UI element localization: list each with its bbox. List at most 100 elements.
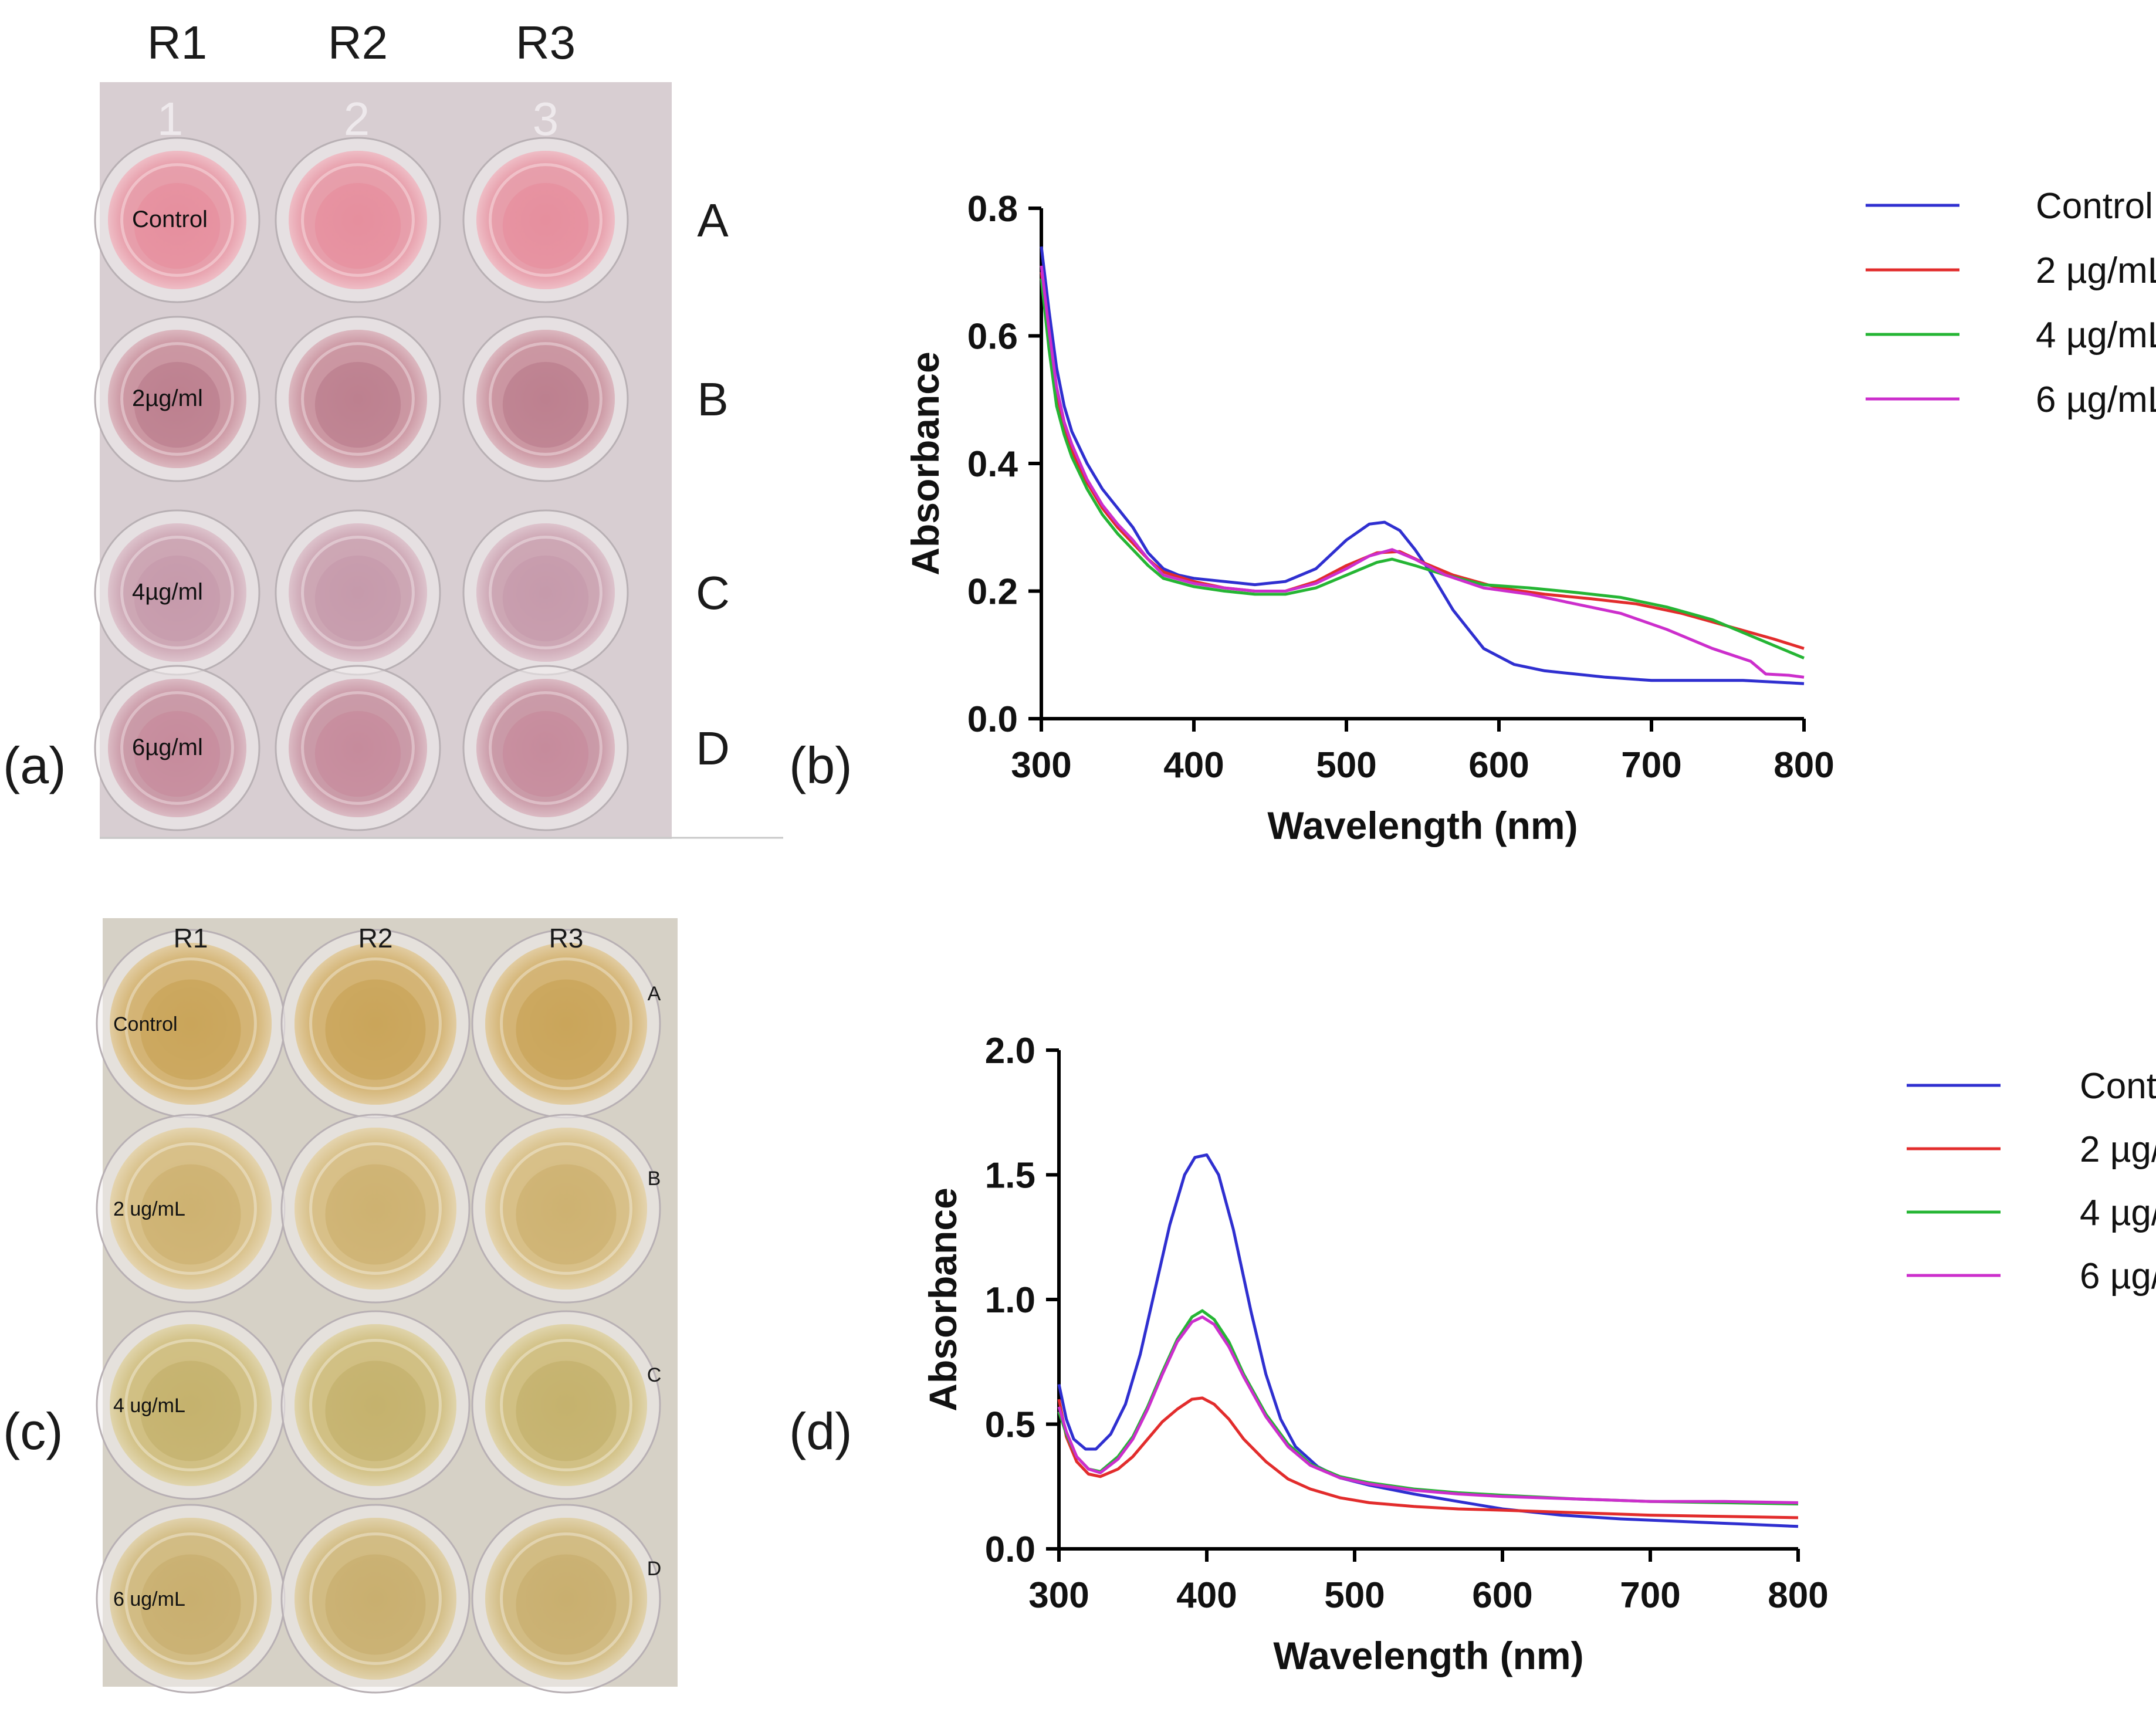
well-highlight-B-3 [485, 1128, 647, 1290]
chart-b-series-line-1 [1040, 246, 1805, 685]
chart-b-series-line-2 [1040, 272, 1805, 650]
chart-d-x-tick-label: 300 [1028, 1575, 1089, 1616]
row-label-B: B [648, 1167, 661, 1190]
well-highlight-B-1 [110, 1128, 272, 1290]
well-highlight-D-2 [289, 679, 427, 817]
well-highlight-D-3 [476, 679, 615, 817]
chart-d-y-tick-label: 1.0 [985, 1280, 1035, 1321]
well-highlight-B-2 [289, 330, 427, 468]
well-label-B: 2µg/ml [132, 385, 203, 411]
well-highlight-A-2 [289, 151, 427, 289]
row-label-A: A [648, 983, 661, 1005]
column-header-R1: R1 [147, 16, 207, 69]
well-highlight-C-2 [295, 1324, 456, 1486]
chart-b-series-line-3 [1040, 278, 1805, 660]
chart-b-y-tick-label: 0.8 [967, 189, 1018, 229]
well-highlight-C-3 [476, 523, 615, 662]
plate-c-column-headers: R1 R2 R3 [174, 923, 584, 953]
chart-d-y-tick-label: 0.0 [985, 1529, 1035, 1570]
chart-b-legend-entry-2: 2 µg/mL [2036, 251, 2156, 291]
row-label-B: B [697, 373, 728, 425]
well-highlight-B-1 [108, 330, 246, 468]
chart-d-series-line-4 [1057, 1315, 1799, 1504]
chart-b-series-line-4 [1040, 265, 1805, 679]
chart-d-y-axis-label: Absorbance [921, 1187, 964, 1411]
chart-b-legend-entry-1: Control [2036, 186, 2153, 226]
column-header-R1: R1 [174, 923, 208, 953]
chart-b-x-tick-label: 700 [1621, 745, 1681, 786]
plate-c-wells: Control 2 ug/mL 4 ug/mL 6 ug/mL [96, 929, 661, 1694]
well-highlight-C-2 [289, 523, 427, 662]
well-label-C: 4 ug/mL [113, 1395, 185, 1417]
chart-b-legend-entry-4: 6 µg/mL [2036, 380, 2156, 420]
chart-d-legend-entry-1: Control [2080, 1066, 2156, 1106]
well-label-C: 4µg/ml [132, 579, 203, 605]
chart-b-x-axis-label: Wavelength (nm) [1267, 804, 1578, 847]
well-highlight-C-1 [108, 523, 246, 662]
chart-d-x-tick-label: 400 [1176, 1575, 1237, 1616]
row-label-D: D [696, 722, 730, 774]
well-label-A: Control [113, 1013, 178, 1035]
chart-b-y-tick-label: 0.2 [967, 572, 1018, 612]
well-highlight-A-3 [476, 151, 615, 289]
chart-d-y-tick-label: 0.5 [985, 1405, 1035, 1446]
chart-b-y-tick-label: 0.0 [967, 699, 1018, 740]
well-highlight-D-3 [485, 1518, 647, 1680]
chart-d-x-tick-label: 500 [1324, 1575, 1385, 1616]
plate-number-2: 2 [344, 93, 370, 145]
chart-b-y-axis-label: Absorbance [903, 351, 947, 575]
well-highlight-D-1 [110, 1518, 272, 1680]
panel-b-label: (b) [789, 736, 852, 794]
chart-b-y-tick-label: 0.4 [967, 444, 1018, 485]
row-label-C: C [647, 1364, 662, 1386]
column-header-R3: R3 [516, 16, 576, 69]
column-header-R2: R2 [328, 16, 388, 69]
chart-d-legend-entry-2: 2 µg/mL [2080, 1129, 2156, 1170]
well-highlight-B-2 [295, 1128, 456, 1290]
chart-b-x-tick-label: 300 [1011, 745, 1071, 786]
chart-d-y-tick-label: 2.0 [985, 1031, 1035, 1071]
well-label-D: 6µg/ml [132, 735, 203, 760]
well-highlight-B-3 [476, 330, 615, 468]
chart-d-legend-entry-4: 6 µg/mL [2080, 1256, 2156, 1297]
well-highlight-A-2 [295, 943, 456, 1105]
plate-number-1: 1 [157, 93, 184, 145]
chart-d-y-tick-label: 1.5 [985, 1156, 1035, 1196]
well-label-A: Control [132, 207, 208, 232]
well-highlight-A-3 [485, 943, 647, 1105]
panel-c-plate-photo: Control 2 ug/mL 4 ug/mL 6 ug/mL R1 R2 R3 A B C D… [3, 918, 678, 1694]
plate-number-3: 3 [533, 93, 559, 145]
chart-b-y-tick-label: 0.6 [967, 317, 1018, 357]
chart-d-x-tick-label: 600 [1472, 1575, 1532, 1616]
well-highlight-D-2 [295, 1518, 456, 1680]
well-highlight-A-1 [108, 151, 246, 289]
panel-c-label: (c) [3, 1402, 63, 1460]
well-label-D: 6 ug/mL [113, 1588, 185, 1610]
plate-a-edge-right [672, 82, 783, 839]
chart-b-x-tick-label: 500 [1316, 745, 1376, 786]
panel-d-label: (d) [789, 1402, 852, 1460]
chart-b-x-tick-label: 400 [1163, 745, 1224, 786]
chart-d-legend-entry-3: 4 µg/mL [2080, 1193, 2156, 1233]
chart-d-x-tick-label: 700 [1620, 1575, 1680, 1616]
chart-b-x-tick-label: 600 [1468, 745, 1529, 786]
plate-c-row-labels: A B C D [647, 983, 662, 1580]
column-header-R2: R2 [358, 923, 393, 953]
row-label-A: A [697, 194, 729, 246]
plate-a-row-labels: A B C D [696, 194, 730, 774]
chart-d-series-line-2 [1057, 1396, 1799, 1520]
chart-d-x-axis-label: Wavelength (nm) [1273, 1634, 1583, 1677]
well-highlight-C-3 [485, 1324, 647, 1486]
chart-d-x-tick-label: 800 [1768, 1575, 1828, 1616]
panel-a-label: (a) [3, 736, 66, 794]
chart-d-uv-vis-spectrum: 300 400 500 600 700 800 0.0 0.5 1.0 1.5 2.0 Wavelen… [921, 1031, 2156, 1677]
plate-a-molded-numbers: 1 2 3 [157, 93, 559, 145]
chart-b-uv-vis-spectrum: 300 400 500 600 700 800 0.0 0.2 0.4 0.6 0.8 Wavelen… [903, 186, 2156, 847]
plate-a-wells: Control 2µg/ml 4µg/ml 6µg/ml [94, 137, 629, 831]
panel-a-plate-photo: R1 R2 R3 1 2 3 Control 2µg/ml 4µg/ml 6µg/ml A B C… [3, 16, 783, 839]
chart-b-legend-entry-3: 4 µg/mL [2036, 315, 2156, 356]
chart-d-series-line-1 [1057, 1153, 1799, 1528]
plate-a-column-headers: R1 R2 R3 [147, 16, 576, 69]
well-highlight-C-1 [110, 1324, 272, 1486]
